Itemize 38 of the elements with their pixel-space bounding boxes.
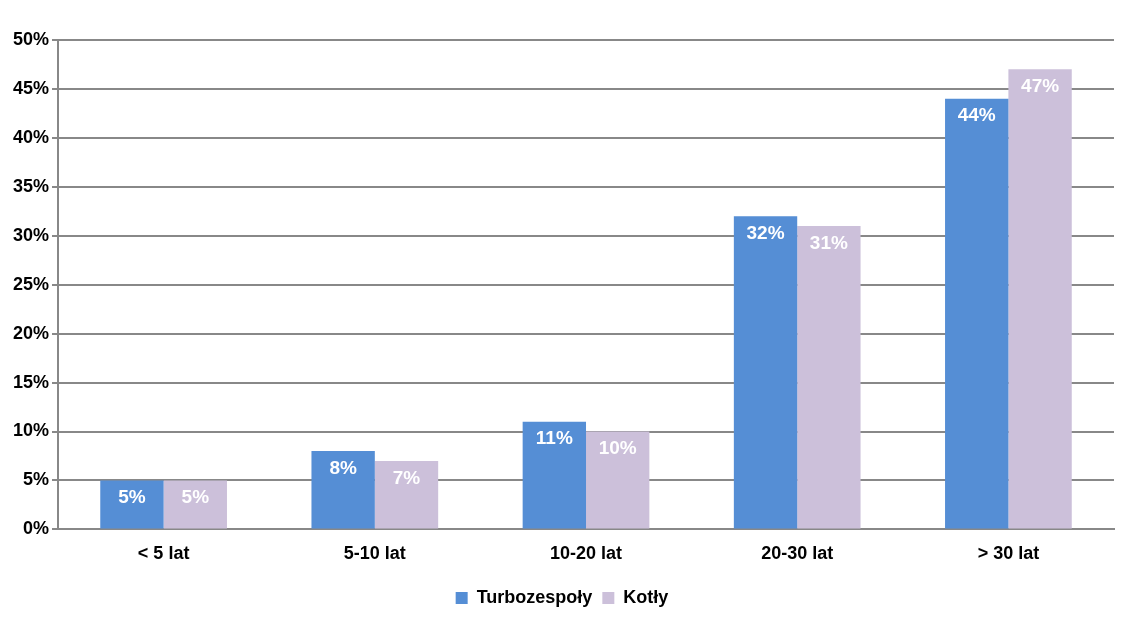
y-tick-label: 50% bbox=[13, 28, 50, 49]
data-label: 5% bbox=[181, 486, 210, 508]
legend-label: Turbozespoły bbox=[476, 586, 593, 607]
data-label: 5% bbox=[118, 486, 146, 508]
y-tick-label: 40% bbox=[13, 126, 50, 147]
x-tick-label: < 5 lat bbox=[137, 543, 190, 564]
data-label: 31% bbox=[809, 231, 849, 253]
y-tick-label: 45% bbox=[13, 77, 50, 98]
bar bbox=[311, 451, 375, 529]
data-label: 8% bbox=[329, 456, 357, 478]
data-label: 47% bbox=[1021, 75, 1060, 97]
y-tick-label: 30% bbox=[13, 224, 50, 245]
bar bbox=[522, 421, 587, 529]
x-tick-label: 10-20 lat bbox=[549, 543, 623, 564]
bar bbox=[374, 460, 439, 529]
y-tick-label: 25% bbox=[13, 273, 50, 294]
bar bbox=[163, 480, 227, 529]
bar bbox=[586, 431, 650, 529]
bar bbox=[100, 480, 164, 529]
bar bbox=[733, 216, 798, 529]
data-label: 7% bbox=[392, 466, 421, 488]
data-label: 32% bbox=[746, 221, 785, 243]
y-tick-label: 15% bbox=[13, 371, 50, 392]
x-tick-label: > 30 lat bbox=[977, 543, 1040, 564]
data-label: 10% bbox=[598, 437, 637, 459]
y-tick-label: 5% bbox=[23, 469, 50, 490]
y-tick-label: 10% bbox=[13, 420, 50, 441]
x-tick-label: 20-30 lat bbox=[761, 543, 834, 564]
data-label: 11% bbox=[535, 427, 573, 449]
y-tick-label: 20% bbox=[13, 322, 50, 343]
bar bbox=[797, 225, 861, 529]
x-tick-label: 5-10 lat bbox=[343, 543, 406, 564]
bar bbox=[945, 98, 1009, 529]
y-tick-label: 0% bbox=[23, 518, 50, 539]
legend-label: Kotły bbox=[623, 586, 669, 607]
y-tick-label: 35% bbox=[13, 175, 50, 196]
bar bbox=[1008, 69, 1072, 529]
data-label: 44% bbox=[957, 104, 996, 126]
